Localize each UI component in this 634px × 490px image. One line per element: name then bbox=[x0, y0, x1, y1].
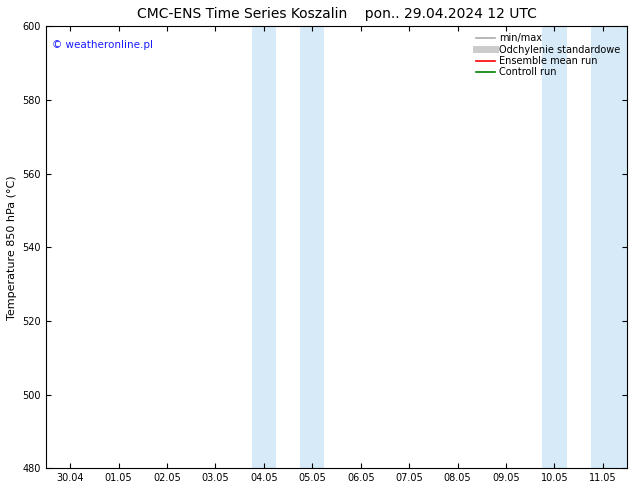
Bar bbox=[301, 26, 325, 468]
Bar bbox=[591, 26, 627, 468]
Text: © weatheronline.pl: © weatheronline.pl bbox=[52, 40, 153, 49]
Title: CMC-ENS Time Series Koszalin    pon.. 29.04.2024 12 UTC: CMC-ENS Time Series Koszalin pon.. 29.04… bbox=[136, 7, 536, 21]
Legend: min/max, Odchylenie standardowe, Ensemble mean run, Controll run: min/max, Odchylenie standardowe, Ensembl… bbox=[474, 31, 622, 79]
Bar bbox=[542, 26, 567, 468]
Y-axis label: Temperature 850 hPa (°C): Temperature 850 hPa (°C) bbox=[7, 175, 17, 319]
Bar bbox=[252, 26, 276, 468]
